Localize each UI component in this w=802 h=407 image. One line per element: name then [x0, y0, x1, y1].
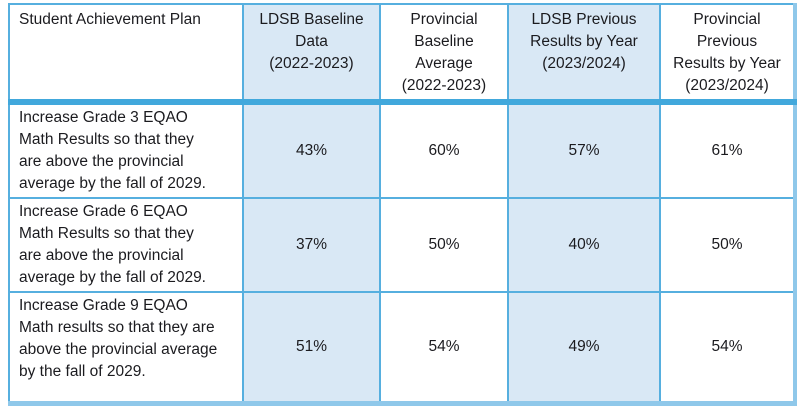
goal-cell: Increase Grade 6 EQAO Math Results so th…: [8, 197, 244, 293]
value-cell: 50%: [659, 197, 796, 293]
student-achievement-plan-table-container: Student Achievement Plan LDSB Baseline D…: [8, 3, 797, 406]
col-header-ldsb-previous-results: LDSB Previous Results by Year (2023/2024…: [507, 3, 661, 105]
table-row-grade6: Increase Grade 6 EQAO Math Results so th…: [8, 197, 796, 293]
student-achievement-plan-table: Student Achievement Plan LDSB Baseline D…: [8, 3, 797, 406]
header-row: Student Achievement Plan LDSB Baseline D…: [8, 3, 796, 105]
value-cell: 54%: [379, 291, 509, 404]
value-cell: 57%: [507, 101, 661, 199]
value-cell: 60%: [379, 101, 509, 199]
value-cell: 40%: [507, 197, 661, 293]
col-header-student-achievement-plan: Student Achievement Plan: [8, 3, 244, 105]
value-cell: 37%: [242, 197, 381, 293]
value-cell: 54%: [659, 291, 796, 404]
col-header-ldsb-baseline-data: LDSB Baseline Data (2022-2023): [242, 3, 381, 105]
value-cell: 50%: [379, 197, 509, 293]
goal-cell: Increase Grade 3 EQAO Math Results so th…: [8, 101, 244, 199]
goal-cell: Increase Grade 9 EQAO Math results so th…: [8, 291, 244, 404]
table-row-grade3: Increase Grade 3 EQAO Math Results so th…: [8, 101, 796, 199]
value-cell: 61%: [659, 101, 796, 199]
table-row-grade9: Increase Grade 9 EQAO Math results so th…: [8, 291, 796, 404]
value-cell: 43%: [242, 101, 381, 199]
value-cell: 49%: [507, 291, 661, 404]
value-cell: 51%: [242, 291, 381, 404]
col-header-provincial-baseline-average: Provincial Baseline Average (2022-2023): [379, 3, 509, 105]
col-header-provincial-previous-results: Provincial Previous Results by Year (202…: [659, 3, 796, 105]
